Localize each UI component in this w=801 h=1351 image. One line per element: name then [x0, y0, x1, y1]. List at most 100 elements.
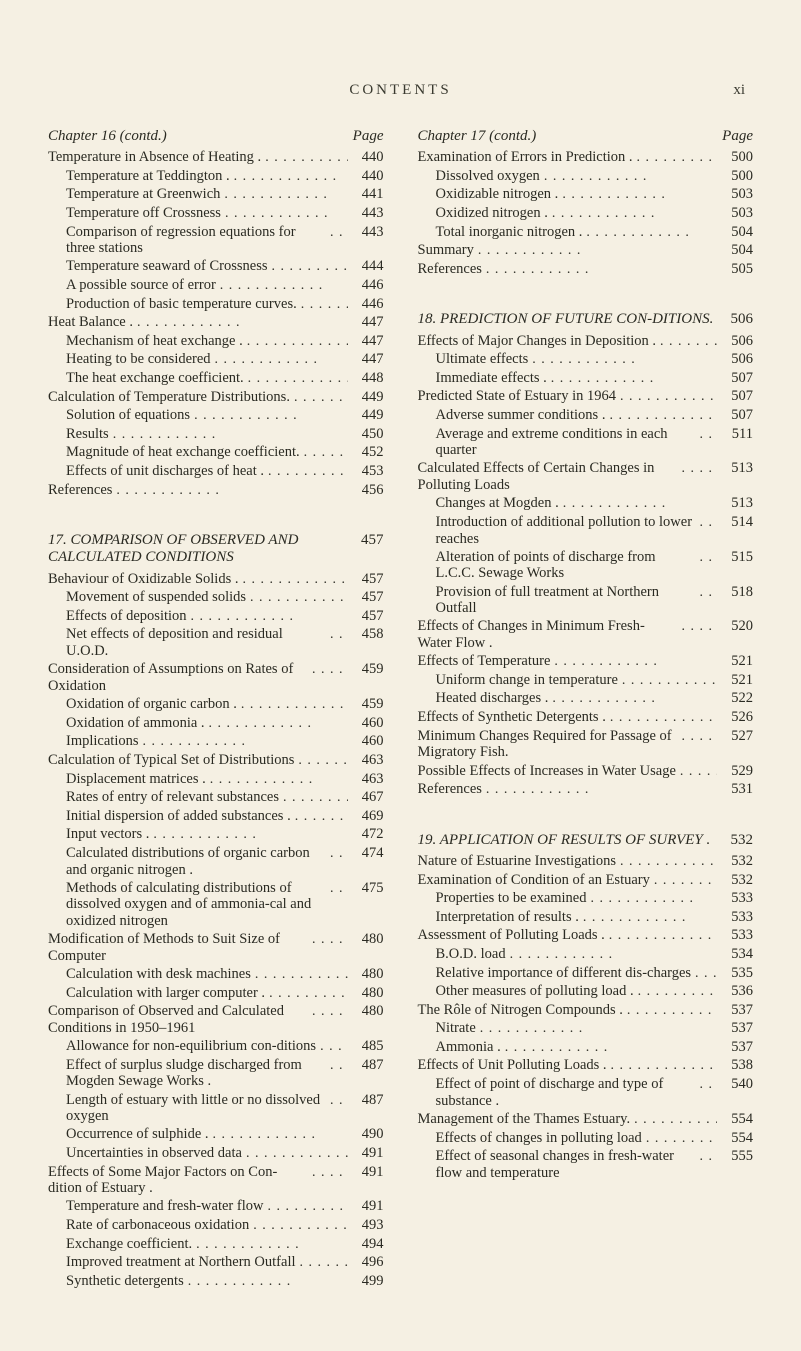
toc-entry-label: Allowance for non-equilibrium con-dition… [66, 1038, 316, 1055]
toc-entry-page: 463 [348, 771, 384, 788]
dot-leader: . . . . . . . . . . . . [605, 928, 717, 944]
dot-leader: . . . . . . . . . . . . [279, 790, 348, 806]
toc-entry: Uncertainties in observed data . . . . .… [48, 1145, 384, 1162]
toc-entry-label: Temperature and fresh-water flow [66, 1198, 263, 1215]
toc-entry: Effect of seasonal changes in fresh-wate… [418, 1148, 754, 1181]
dot-leader: . . . . . . . . . . . . [308, 1165, 348, 1181]
toc-entry: Displacement matrices . . . . . . . . . … [48, 771, 384, 788]
toc-entry-label: Temperature at Greenwich [66, 186, 220, 203]
toc-entry-label: Immediate effects . [436, 370, 547, 387]
toc-entry: Effects of unit discharges of heat . . .… [48, 463, 384, 480]
toc-entry-label: Calculation of Typical Set of Distributi… [48, 752, 294, 769]
dot-leader: . . . . . . . . . . . . [607, 1058, 717, 1074]
dot-leader: . . . . . . . . . . . . [696, 1077, 718, 1093]
dot-leader: . . . . . . . . . . . . [696, 550, 718, 566]
dot-leader: . . . . . . . . . . . . [696, 515, 718, 531]
toc-entry-label: Relative importance of different dis-cha… [436, 965, 692, 982]
toc-entry-label: Movement of suspended solids [66, 589, 246, 606]
toc-entry-page: 487 [348, 1057, 384, 1074]
toc-entry: Effects of deposition . . . . . . . . . … [48, 608, 384, 625]
toc-entry-page: 491 [348, 1145, 384, 1162]
dot-leader: . . . . . . . . . . . . [308, 662, 348, 678]
dot-leader: . . . . . . . . . . . . [316, 1039, 347, 1055]
toc-entry-label: Comparison of Observed and Calculated Co… [48, 1003, 308, 1036]
page-label: 532 [731, 832, 754, 849]
toc-entry-label: Effects of unit discharges of heat . [66, 463, 264, 480]
dot-leader: . . . . . . . . . . . . [630, 1112, 717, 1128]
toc-entry-label: Uniform change in temperature [436, 672, 618, 689]
toc-entry-page: 533 [717, 927, 753, 944]
toc-entry-page: 463 [348, 752, 384, 769]
toc-entry-label: Consideration of Assumptions on Rates of… [48, 661, 308, 694]
toc-entry-label: Temperature seaward of Crossness [66, 258, 268, 275]
dot-leader: . . . . . . . . . . . . [244, 371, 348, 387]
toc-entry-label: Effects of Major Changes in Deposition . [418, 333, 657, 350]
toc-entry: Interpretation of results . . . . . . . … [418, 909, 754, 926]
toc-entry-label: Exchange coefficient. [66, 1236, 192, 1253]
toc-entry-page: 513 [717, 460, 753, 477]
dot-leader: . . . . . . . . . . . . [296, 1255, 348, 1271]
toc-entry: Temperature and fresh-water flow . . . .… [48, 1198, 384, 1215]
toc-entry: Magnitude of heat exchange coefficient. … [48, 444, 384, 461]
dot-leader: . . . . . . . . . . . . [326, 1058, 348, 1074]
dot-leader: . . . . . . . . . . . . [249, 1218, 347, 1234]
toc-entry-label: Calculation with desk machines [66, 966, 251, 983]
toc-entry: Temperature at Teddington . . . . . . . … [48, 168, 384, 185]
toc-entry-page: 503 [717, 186, 753, 203]
toc-entry: Solution of equations . . . . . . . . . … [48, 407, 384, 424]
dot-leader: . . . . . . . . . . . . [205, 716, 348, 732]
dot-leader: . . . . . . . . . . . . [616, 854, 717, 870]
dot-leader: . . . . . . . . . . . . [263, 1199, 347, 1215]
toc-entry: Calculated Effects of Certain Changes in… [418, 460, 754, 493]
toc-entry: Introduction of additional pollution to … [418, 514, 754, 547]
toc-entry-label: Displacement matrices . [66, 771, 206, 788]
toc-entry-label: Implications [66, 733, 139, 750]
chapter-title: Chapter 16 (contd.) [48, 128, 167, 145]
toc-entry: Rates of entry of relevant substances . … [48, 789, 384, 806]
toc-entry-page: 513 [717, 495, 753, 512]
dot-leader: . . . . . . . . . . . . [559, 496, 717, 512]
toc-entry-label: Properties to be examined [436, 890, 587, 907]
dot-leader: . . . . . . . . . . . . [242, 1146, 348, 1162]
dot-leader: . . . . . . . . . . . . [133, 315, 348, 331]
toc-entry-label: Alteration of points of discharge from L… [436, 549, 696, 582]
right-column: Chapter 17 (contd.)PageExamination of Er… [418, 118, 754, 1291]
dot-leader: . . . . . . . . . . . . [190, 408, 347, 424]
toc-entry-label: Results [66, 426, 109, 443]
toc-entry: Management of the Thames Estuary. . . . … [418, 1111, 754, 1128]
toc-entry-label: Synthetic detergents [66, 1273, 184, 1290]
dot-leader: . . . . . . . . . . . . [246, 590, 347, 606]
toc-entry-page: 447 [348, 314, 384, 331]
chapter-title: 19. APPLICATION OF RESULTS OF SURVEY . [418, 832, 711, 849]
toc-entry-label: Ammonia . [436, 1039, 501, 1056]
toc-entry-page: 460 [348, 733, 384, 750]
toc-entry: Properties to be examined . . . . . . . … [418, 890, 754, 907]
toc-entry: Movement of suspended solids . . . . . .… [48, 589, 384, 606]
toc-entry-page: 449 [348, 407, 384, 424]
toc-entry-label: Minimum Changes Required for Passage of … [418, 728, 678, 761]
dot-leader: . . . . . . . . . . . . [587, 891, 718, 907]
toc-entry: Input vectors . . . . . . . . . . . . .4… [48, 826, 384, 843]
toc-entry-page: 443 [348, 205, 384, 222]
chapter-title: Chapter 17 (contd.) [418, 128, 537, 145]
dot-leader: . . . . . . . . . . . . [623, 1003, 717, 1019]
toc-entry-page: 458 [348, 626, 384, 643]
toc-entry-label: Changes at Mogden . [436, 495, 559, 512]
toc-entry-label: Effects of Changes in Minimum Fresh-Wate… [418, 618, 678, 651]
toc-entry: Effects of Some Major Factors on Con-dit… [48, 1164, 384, 1197]
toc-entry-page: 447 [348, 333, 384, 350]
toc-entry: Predicted State of Estuary in 1964 . . .… [418, 388, 754, 405]
toc-entry: Length of estuary with little or no diss… [48, 1092, 384, 1125]
toc-entry: Immediate effects . . . . . . . . . . . … [418, 370, 754, 387]
toc-entry-label: A possible source of error [66, 277, 216, 294]
toc-entry: Behaviour of Oxidizable Solids . . . . .… [48, 571, 384, 588]
dot-leader: . . . . . . . . . . . . [109, 427, 348, 443]
toc-entry-page: 536 [717, 983, 753, 1000]
toc-entry-label: Effects of changes in polluting load [436, 1130, 642, 1147]
dot-leader: . . . . . . . . . . . . [650, 873, 717, 889]
toc-entry: References . . . . . . . . . . . .456 [48, 482, 384, 499]
toc-entry-label: Examination of Condition of an Estuary [418, 872, 650, 889]
toc-entry-page: 503 [717, 205, 753, 222]
toc-entry-label: Methods of calculating distributions of … [66, 880, 326, 930]
dot-leader: . . . . . . . . . . . . [308, 1004, 348, 1020]
